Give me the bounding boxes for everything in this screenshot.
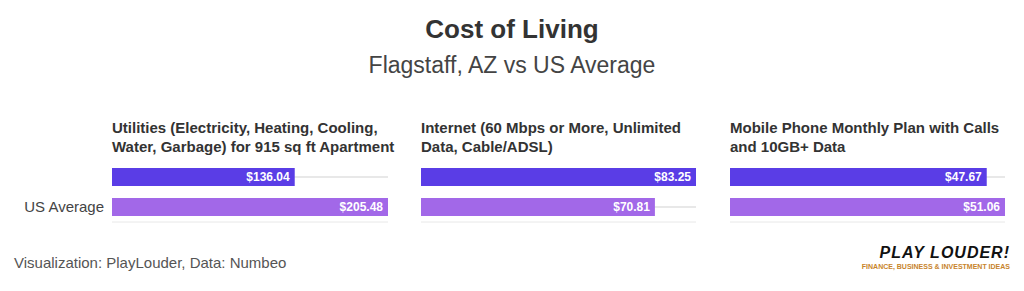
svg-text:$47.67: $47.67 xyxy=(945,170,982,184)
svg-text:$70.81: $70.81 xyxy=(613,200,650,214)
svg-text:$136.04: $136.04 xyxy=(246,170,290,184)
html-text:Visualization: PlayLouder, Dat: Visualization: PlayLouder, Data: Numbeo xyxy=(14,254,287,271)
html-text:Flagstaff, AZ vs US Average: Flagstaff, AZ vs US Average xyxy=(368,52,656,78)
html-text:PLAY LOUDER!: PLAY LOUDER! xyxy=(879,244,1010,261)
svg-text:$51.06: $51.06 xyxy=(963,200,1000,214)
html-text:Mobile Phone Monthly Plan with: Mobile Phone Monthly Plan with Calls and… xyxy=(730,119,1000,155)
svg-text:US Average: US Average xyxy=(24,198,104,215)
html-text:Utilities (Electricity, Heatin: Utilities (Electricity, Heating, Cooling… xyxy=(112,119,395,155)
html-text:FINANCE, BUSINESS & INVESTMENT: FINANCE, BUSINESS & INVESTMENT IDEAS xyxy=(861,263,1010,270)
svg-text:$205.48: $205.48 xyxy=(340,200,384,214)
svg-text:$83.25: $83.25 xyxy=(654,170,691,184)
html-text:Cost of Living: Cost of Living xyxy=(425,14,599,44)
html-text:Internet (60 Mbps or More, Unl: Internet (60 Mbps or More, Unlimited Dat… xyxy=(421,119,681,155)
